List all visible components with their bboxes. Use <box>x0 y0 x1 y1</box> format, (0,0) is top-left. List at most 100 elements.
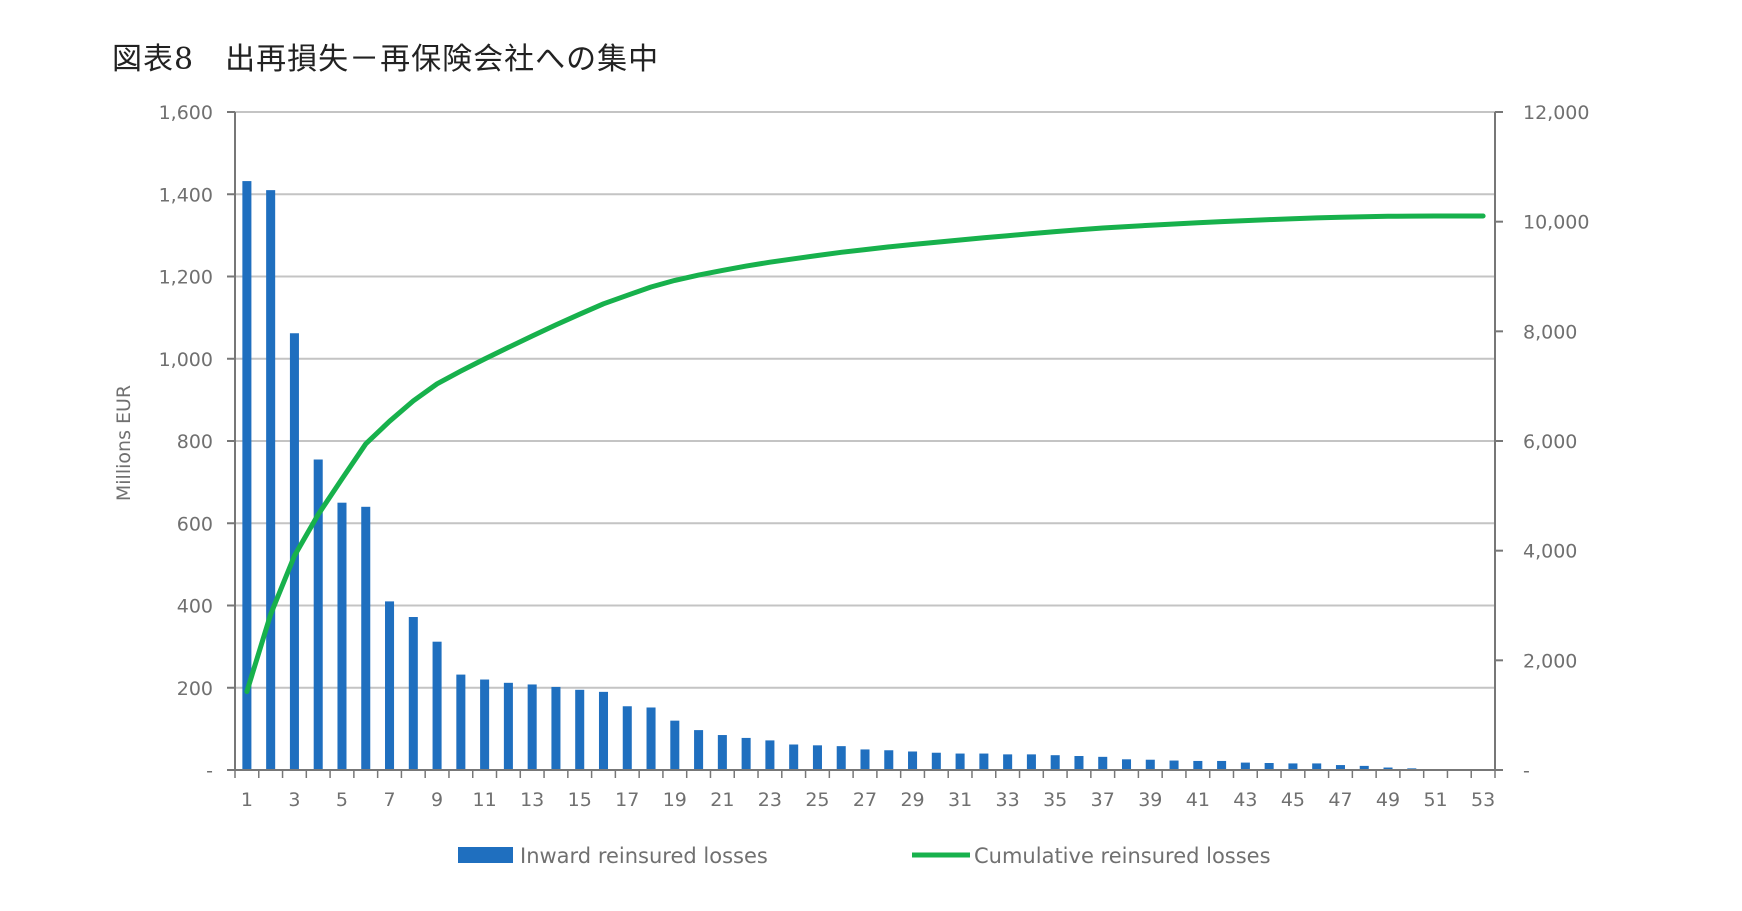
bar <box>908 751 918 770</box>
legend-bar-label: Inward reinsured losses <box>520 844 768 868</box>
x-tick-label: 23 <box>758 789 782 811</box>
x-tick-label: 11 <box>473 789 497 811</box>
bar <box>1240 762 1250 770</box>
right-axis-ticks: - 2,000 4,000 6,000 8,000 10,000 12,000 <box>1495 102 1589 782</box>
bar <box>1312 763 1322 770</box>
bar <box>1335 765 1345 770</box>
x-tick-label: 29 <box>900 789 924 811</box>
bar <box>598 691 609 770</box>
bar <box>622 706 632 770</box>
bar <box>1359 765 1369 770</box>
bar <box>432 641 442 770</box>
bar <box>1026 754 1036 770</box>
bar <box>361 506 371 770</box>
x-tick-label: 5 <box>336 789 348 811</box>
bar <box>955 753 965 770</box>
bar <box>812 745 822 770</box>
y-tick-label: 1,200 <box>159 267 213 289</box>
bar <box>931 752 941 770</box>
x-tick-label: 3 <box>288 789 300 811</box>
chart-title: 図表8 出再損失－再保険会社への集中 <box>112 42 660 77</box>
y-tick-label: 800 <box>177 431 213 453</box>
x-axis-ticks: 1 3 5 7 9 11 13 15 17 19 21 23 25 27 29 31 33 35 37 39 41 43 4… <box>234 770 1496 811</box>
legend-line-label: Cumulative reinsured losses <box>974 844 1271 868</box>
x-tick-label: 35 <box>1043 789 1067 811</box>
x-tick-label: 49 <box>1376 789 1400 811</box>
bar <box>527 684 537 770</box>
x-tick-label: 51 <box>1423 789 1447 811</box>
bar <box>480 679 490 770</box>
line-series <box>244 213 1486 694</box>
bar <box>503 682 513 770</box>
bar <box>1050 755 1060 770</box>
y-axis-label: Millions EUR <box>113 385 135 501</box>
bar <box>337 502 347 770</box>
x-tick-label: 45 <box>1281 789 1305 811</box>
y2-tick-label: 4,000 <box>1523 541 1577 563</box>
y-tick-label: 600 <box>177 513 213 535</box>
x-tick-label: 31 <box>948 789 972 811</box>
x-tick-label: 53 <box>1471 789 1495 811</box>
x-tick-label: 27 <box>853 789 877 811</box>
x-tick-label: 47 <box>1328 789 1352 811</box>
x-tick-label: 25 <box>805 789 829 811</box>
bar <box>1145 759 1155 770</box>
y2-tick-label: 12,000 <box>1523 102 1589 124</box>
bar <box>1383 767 1393 770</box>
y2-tick-label: 6,000 <box>1523 431 1577 453</box>
x-tick-label: 13 <box>520 789 544 811</box>
x-tick-label: 39 <box>1138 789 1162 811</box>
bar <box>385 601 395 770</box>
bar <box>1003 754 1013 770</box>
x-tick-label: 17 <box>615 789 639 811</box>
bar-series <box>242 181 1464 771</box>
bar <box>860 749 870 770</box>
grid-lines <box>235 111 1495 689</box>
bar <box>266 190 276 770</box>
y2-tick-label: 2,000 <box>1523 650 1577 672</box>
x-tick-label: 15 <box>568 789 592 811</box>
bar <box>1217 760 1227 770</box>
bar <box>1288 763 1298 770</box>
x-tick-label: 41 <box>1186 789 1210 811</box>
bar <box>670 720 680 770</box>
cumulative-line <box>244 213 1486 694</box>
bar <box>789 744 799 770</box>
y2-tick-label: - <box>1523 760 1530 782</box>
bar <box>836 746 846 770</box>
bar <box>1074 756 1084 770</box>
x-tick-label: 37 <box>1091 789 1115 811</box>
bar <box>575 689 585 770</box>
bar <box>1264 763 1274 770</box>
bar <box>551 686 561 770</box>
bar <box>646 707 656 770</box>
y-tick-label: 1,600 <box>159 102 213 124</box>
bar <box>741 737 751 770</box>
x-tick-label: 1 <box>241 789 253 811</box>
bar <box>408 617 418 770</box>
bar <box>313 459 323 770</box>
bar <box>694 730 704 770</box>
y-tick-label: 400 <box>177 596 213 618</box>
x-tick-label: 9 <box>431 789 443 811</box>
bar <box>1121 759 1132 770</box>
bar <box>456 674 466 770</box>
legend: Inward reinsured losses Cumulative reinsu… <box>458 844 1271 868</box>
bar <box>1193 760 1203 770</box>
x-tick-label: 7 <box>383 789 395 811</box>
bar <box>979 753 989 770</box>
y2-tick-label: 8,000 <box>1523 321 1577 343</box>
x-tick-label: 43 <box>1233 789 1257 811</box>
x-tick-label: 21 <box>710 789 734 811</box>
x-tick-label: 33 <box>996 789 1020 811</box>
y-tick-label: - <box>206 760 213 782</box>
y-tick-label: 200 <box>177 678 213 700</box>
y-tick-label: 1,400 <box>159 184 213 206</box>
bar <box>1098 756 1108 770</box>
bar <box>765 740 775 770</box>
bar <box>242 181 252 771</box>
bar <box>1169 760 1179 770</box>
legend-bar-swatch <box>458 847 513 863</box>
y-tick-label: 1,000 <box>159 349 213 371</box>
